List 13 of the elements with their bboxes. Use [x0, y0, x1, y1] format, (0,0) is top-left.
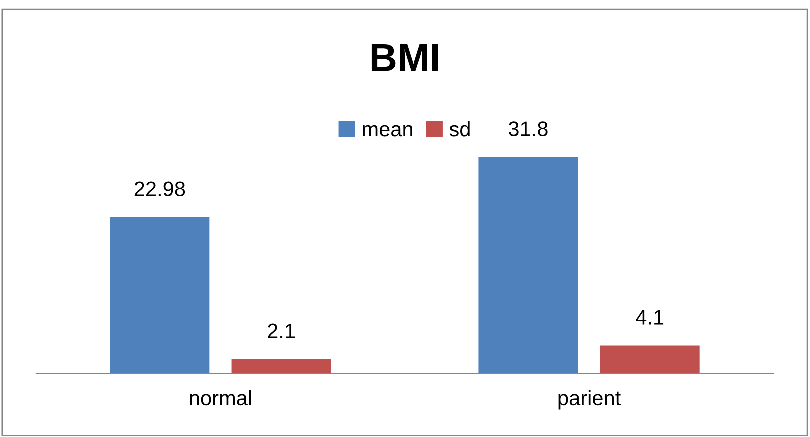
- legend-label: mean: [363, 125, 412, 137]
- bar: [110, 217, 210, 374]
- data-label: 22.98: [134, 182, 186, 196]
- data-label: 4.1: [636, 310, 664, 325]
- bar: [600, 346, 700, 374]
- chart-title: BMI: [372, 44, 438, 72]
- x-tick-label: parient: [558, 390, 621, 410]
- x-tick-label: normal: [190, 390, 252, 406]
- legend-label: sd: [450, 121, 470, 137]
- bar: [478, 157, 578, 374]
- bar: [232, 359, 332, 374]
- data-label: 2.1: [268, 324, 295, 338]
- data-label: 31.8: [508, 122, 548, 136]
